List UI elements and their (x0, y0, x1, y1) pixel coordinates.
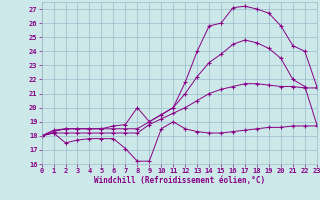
X-axis label: Windchill (Refroidissement éolien,°C): Windchill (Refroidissement éolien,°C) (94, 176, 265, 185)
